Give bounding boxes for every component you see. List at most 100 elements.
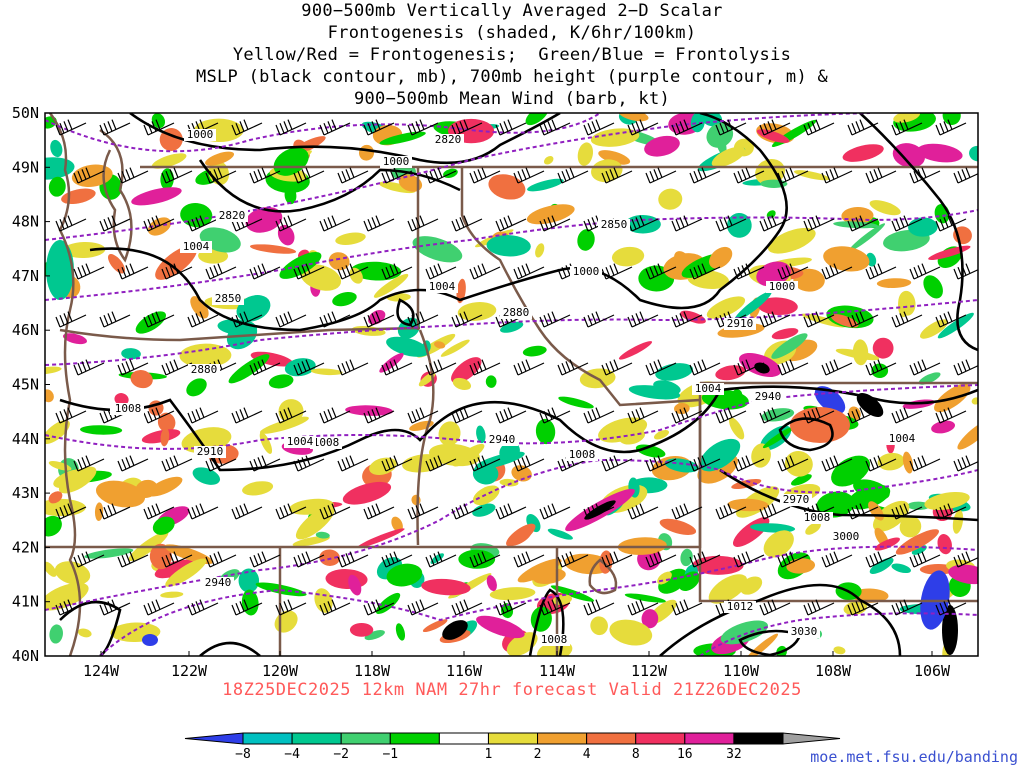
shading-cell [535, 418, 556, 445]
colorbar-segment [733, 732, 784, 745]
colorbar-segment [340, 732, 391, 745]
wind-barb [865, 263, 897, 280]
height-contour [45, 209, 978, 301]
height-label: 2910 [727, 317, 754, 330]
wind-barb [495, 407, 527, 424]
shading-cell [45, 582, 89, 611]
shading-cell [335, 232, 366, 245]
shading-cell [295, 506, 335, 540]
shading-cell [678, 571, 700, 592]
wind-barb [425, 551, 457, 568]
shading-cell [155, 245, 197, 280]
shading-cell [284, 358, 316, 377]
mslp-label-bg [310, 437, 342, 449]
wind-barb [161, 359, 193, 376]
shading-cell [130, 370, 153, 389]
mslp-contours [59, 113, 978, 656]
wind-barb [539, 119, 571, 136]
wind-barb [381, 167, 413, 184]
shading-cell [49, 624, 63, 644]
shading-cell [590, 616, 608, 636]
wind-barb [847, 407, 879, 424]
wind-barb [513, 551, 545, 568]
wind-barb [935, 311, 967, 328]
wind-barb [187, 311, 219, 328]
wind-barb [187, 503, 219, 520]
wind-barb [99, 599, 131, 616]
mslp-contour [719, 468, 978, 522]
shading-cell [653, 430, 670, 440]
shading-cell [149, 543, 172, 570]
shading-cell [624, 593, 666, 603]
wind-barb [451, 311, 483, 328]
wind-barb [73, 455, 105, 472]
mslp-label: 1004 [429, 280, 456, 293]
colorbar-segment [684, 732, 735, 745]
wind-barb [865, 359, 897, 376]
wind-barb [451, 407, 483, 424]
wind-barb [337, 359, 369, 376]
wind-barb [425, 167, 457, 184]
wind-barb [205, 551, 237, 568]
shading-cell [907, 501, 930, 510]
wind-barb [319, 503, 351, 520]
wind-barb [363, 215, 395, 232]
wind-barb [627, 407, 659, 424]
wind-barb [777, 167, 809, 184]
shading-cell [598, 417, 648, 443]
mslp-label-bg [380, 156, 412, 168]
chart-title-line-5: 900−500mb Mean Wind (barb, kt) [353, 89, 671, 109]
colorbar-tick-label: −8 [235, 747, 251, 762]
height-label: 2940 [755, 390, 782, 403]
wind-barb [143, 407, 175, 424]
wind-barb [249, 455, 281, 472]
lon-label: 108W [815, 662, 852, 680]
wind-barb [99, 503, 131, 520]
wind-barb [645, 359, 677, 376]
shading-cell [151, 153, 187, 169]
shading-cell [160, 591, 184, 598]
shading-cell [488, 174, 526, 200]
colorbar-segment [635, 732, 686, 745]
shading-cell [95, 480, 146, 508]
wind-barb [407, 311, 439, 328]
shading-cell [527, 178, 564, 192]
credit-url[interactable]: moe.met.fsu.edu/banding [810, 748, 1018, 766]
shading-cell [259, 416, 309, 434]
colorbar-tick-label: 4 [583, 747, 591, 762]
wind-barb [953, 455, 978, 472]
wind-barb [953, 551, 978, 568]
shading-cell [45, 420, 70, 445]
wind-barb [249, 167, 281, 184]
shading-cell [680, 310, 706, 324]
lon-label: 106W [914, 662, 951, 680]
wind-barb [821, 263, 853, 280]
wind-barb [275, 599, 307, 616]
shading-cell [486, 575, 497, 592]
shading-cell [62, 241, 106, 258]
shading-cell [152, 516, 175, 535]
shading-cell [45, 561, 57, 577]
shading-cell [402, 454, 444, 473]
wind-barb [381, 551, 413, 568]
wind-barb [759, 407, 791, 424]
wind-barb [231, 311, 263, 328]
shading-cell [729, 417, 745, 440]
shading-cell [45, 498, 86, 517]
wind-barb [469, 167, 501, 184]
mslp-label: 1008 [115, 402, 142, 415]
mslp-label: 1012 [727, 600, 754, 613]
shading-cell [899, 516, 922, 538]
shading-cell [131, 187, 182, 206]
wind-barb [337, 455, 369, 472]
wind-barb [513, 359, 545, 376]
puget-sound [99, 128, 133, 263]
shading-cell [147, 476, 183, 497]
colorbar-tick-labels: −8 −4 −2 −1 1 2 4 8 16 32 [235, 747, 742, 762]
shading-cell [292, 535, 330, 547]
wind-barb [363, 119, 395, 136]
wind-barb [557, 551, 589, 568]
mslp-contour [199, 641, 261, 656]
latitude-labels: 50N 49N 48N 47N 46N 45N 44N 43N 42N 41N 40N [12, 104, 50, 665]
